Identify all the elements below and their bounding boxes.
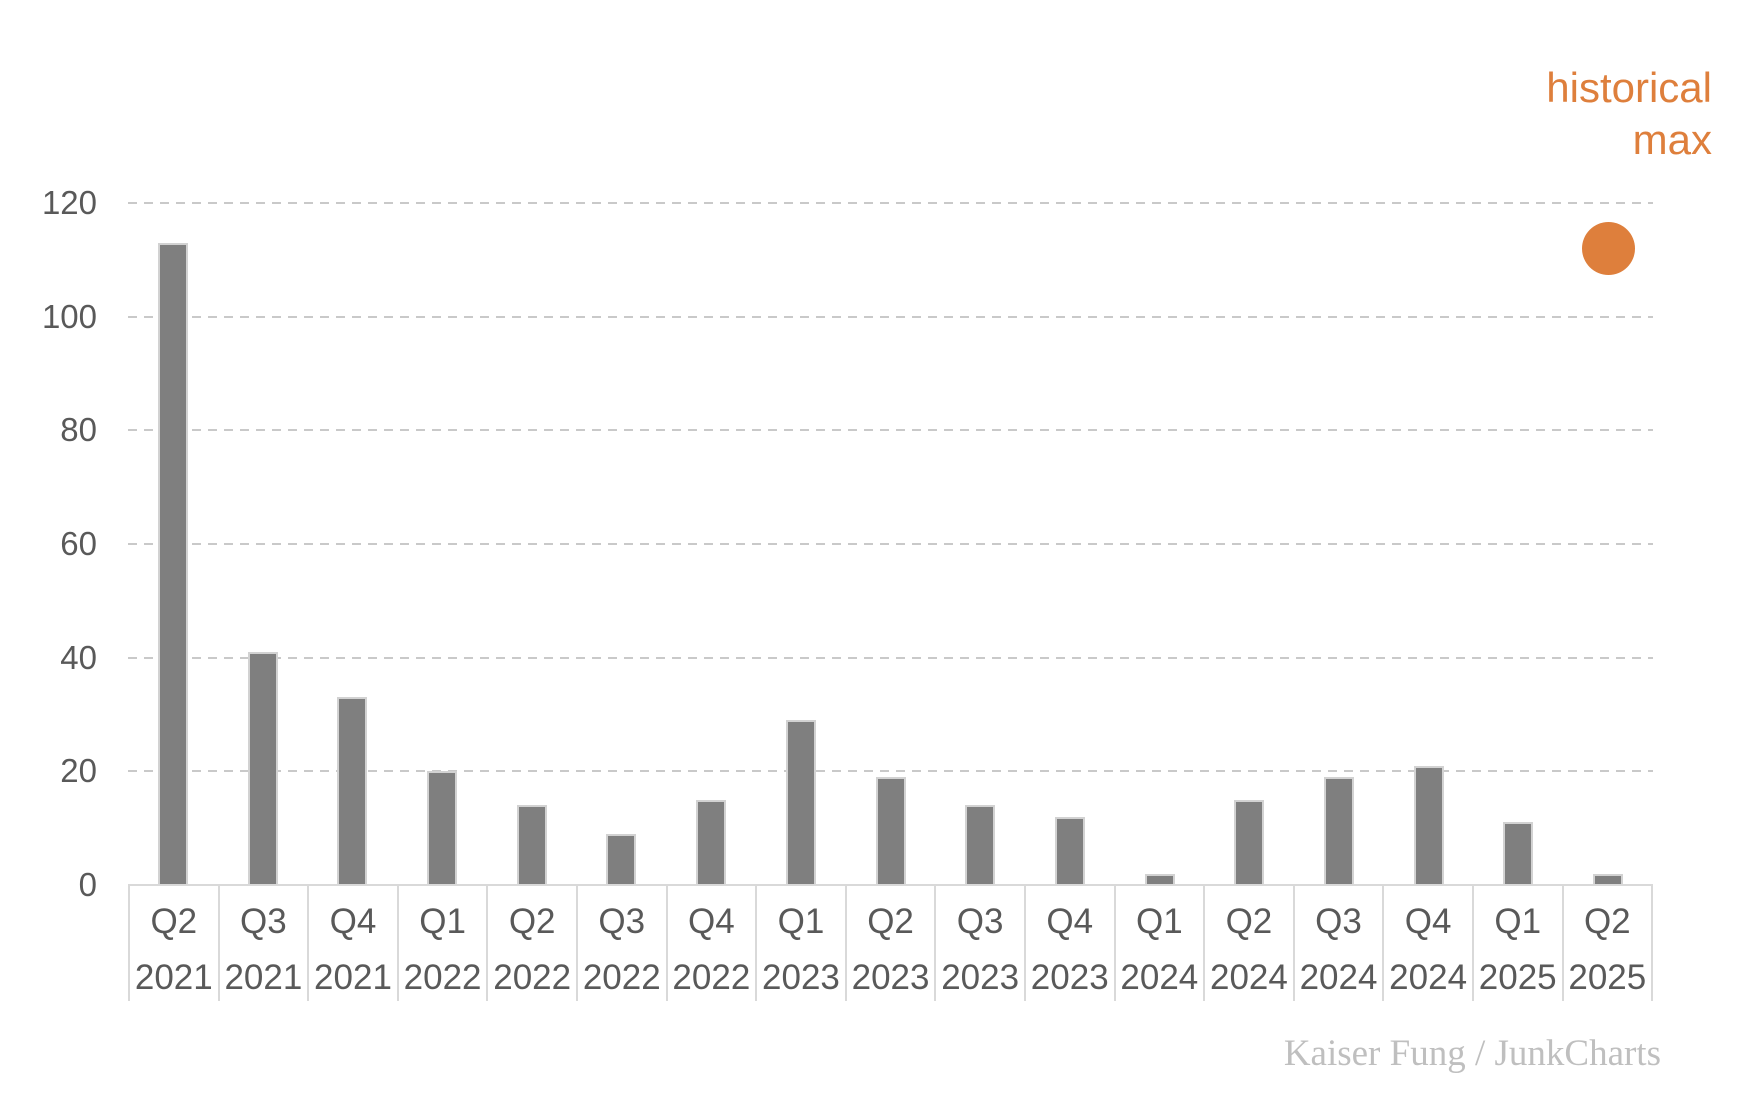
x-quarter-label: Q2	[1583, 902, 1631, 941]
historical-max-dot	[1581, 221, 1635, 275]
x-category-Q4-2021: Q4 2021	[307, 886, 397, 1001]
x-category-Q3-2021: Q3 2021	[217, 886, 308, 1001]
x-quarter-label: Q3	[1315, 902, 1362, 941]
bar-Q4-2023	[1054, 816, 1085, 885]
gridline-100	[128, 315, 1653, 318]
bar-Q3-2024	[1324, 777, 1355, 885]
x-year-label: 2021	[224, 958, 303, 997]
x-quarter-label: Q4	[1404, 902, 1452, 941]
x-category-Q3-2022: Q3 2022	[575, 886, 666, 1001]
x-quarter-label: Q1	[777, 902, 825, 941]
x-category-Q2-2021: Q2 2021	[128, 886, 218, 1001]
x-year-label: 2021	[314, 958, 392, 997]
gridline-20	[128, 770, 1653, 773]
bar-Q4-2021	[337, 697, 368, 885]
x-category-Q3-2023: Q3 2023	[934, 886, 1024, 1001]
x-quarter-label: Q2	[150, 902, 198, 941]
bar-Q1-2022	[426, 771, 457, 885]
bar-Q1-2023	[785, 720, 816, 885]
gridline-120	[128, 202, 1653, 204]
bar-Q2-2021	[157, 242, 188, 885]
x-category-Q2-2023: Q2 2023	[844, 886, 935, 1001]
x-axis-baseline	[128, 884, 1653, 886]
x-year-label: 2024	[1120, 958, 1199, 997]
bar-Q4-2022	[696, 799, 727, 885]
y-tick-label-20: 20	[60, 752, 97, 790]
x-quarter-label: Q3	[956, 902, 1004, 941]
bar-Q2-2022	[516, 805, 547, 885]
x-quarter-label: Q1	[419, 902, 466, 941]
bar-Q1-2025	[1503, 822, 1534, 885]
x-year-label: 2022	[403, 958, 482, 997]
x-year-label: 2022	[493, 958, 572, 997]
x-year-label: 2024	[1389, 958, 1468, 997]
bar-Q2-2025	[1593, 873, 1624, 885]
x-year-label: 2022	[582, 958, 661, 997]
y-tick-label-100: 100	[41, 297, 97, 335]
x-category-Q2-2024: Q2 2024	[1203, 886, 1293, 1001]
x-year-label: 2024	[1209, 958, 1288, 997]
x-category-Q1-2022: Q1 2022	[396, 886, 487, 1001]
gridline-40	[128, 656, 1653, 659]
x-quarter-label: Q2	[508, 902, 556, 941]
x-quarter-label: Q4	[688, 902, 735, 941]
bar-Q1-2024	[1144, 873, 1175, 885]
attribution-text: Kaiser Fung / JunkCharts	[1283, 1033, 1661, 1074]
x-quarter-label: Q4	[1046, 902, 1094, 941]
x-quarter-label: Q2	[1225, 902, 1273, 941]
plot-area	[128, 202, 1653, 885]
x-quarter-label: Q1	[1494, 902, 1542, 941]
x-quarter-label: Q2	[867, 902, 914, 941]
x-year-label: 2023	[941, 958, 1020, 997]
bar-Q3-2023	[965, 805, 996, 885]
x-year-label: 2023	[1030, 958, 1109, 997]
x-year-label: 2025	[1478, 958, 1557, 997]
y-tick-label-80: 80	[60, 411, 97, 449]
x-quarter-label: Q3	[240, 902, 287, 941]
x-category-Q3-2024: Q3 2024	[1292, 886, 1383, 1001]
gridline-80	[128, 429, 1653, 432]
historical-max-label-line1: historical	[1546, 64, 1712, 111]
x-year-label: 2021	[134, 958, 213, 997]
x-category-Q2-2022: Q2 2022	[486, 886, 576, 1001]
x-category-Q4-2024: Q4 2024	[1382, 886, 1472, 1001]
bar-Q3-2022	[606, 833, 637, 885]
gridline-60	[128, 543, 1653, 545]
x-category-Q1-2023: Q1 2023	[755, 886, 845, 1001]
x-year-label: 2023	[851, 958, 930, 997]
x-category-Q1-2025: Q1 2025	[1471, 886, 1562, 1001]
y-tick-label-60: 60	[60, 525, 97, 562]
x-quarter-label: Q4	[329, 902, 377, 941]
x-year-label: 2025	[1568, 958, 1647, 997]
x-axis-labels: Q2 2021 Q3 2021 Q4 2021 Q1 2022 Q2 2022 Q3 2022 Q4 20…	[128, 886, 1654, 1001]
x-year-label: 2024	[1299, 958, 1378, 997]
y-tick-label-0: 0	[78, 866, 97, 903]
bar-Q2-2023	[875, 777, 906, 885]
bar-Q3-2021	[247, 651, 278, 885]
x-quarter-label: Q3	[598, 902, 646, 941]
y-tick-label-40: 40	[60, 638, 97, 676]
x-year-label: 2023	[762, 958, 840, 997]
x-year-label: 2022	[672, 958, 751, 997]
y-tick-label-120: 120	[41, 184, 97, 221]
historical-max-label-line2: max	[1632, 116, 1712, 163]
bar-Q2-2024	[1234, 799, 1265, 885]
x-category-Q2-2025: Q2 2025	[1561, 886, 1654, 1001]
x-quarter-label: Q1	[1135, 902, 1183, 941]
bar-Q4-2024	[1413, 765, 1444, 885]
x-category-Q4-2023: Q4 2023	[1023, 886, 1114, 1001]
x-category-Q1-2024: Q1 2024	[1113, 886, 1204, 1001]
historical-max-label: historical max	[1546, 62, 1712, 166]
x-category-Q4-2022: Q4 2022	[665, 886, 756, 1001]
